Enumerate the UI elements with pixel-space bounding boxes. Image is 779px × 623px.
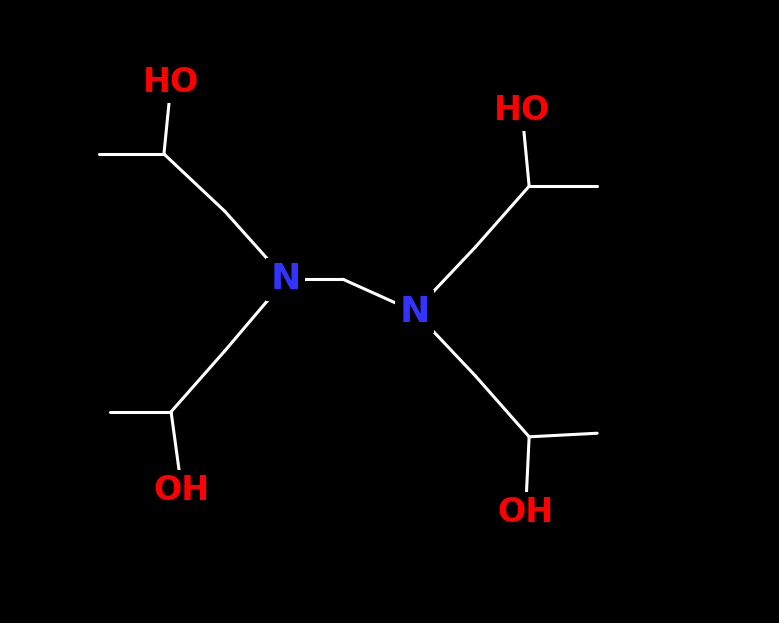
Text: HO: HO <box>143 66 199 99</box>
Text: OH: OH <box>153 474 210 507</box>
Text: N: N <box>400 295 430 328</box>
Text: OH: OH <box>498 495 554 528</box>
Text: N: N <box>270 262 301 297</box>
Text: HO: HO <box>494 95 550 128</box>
